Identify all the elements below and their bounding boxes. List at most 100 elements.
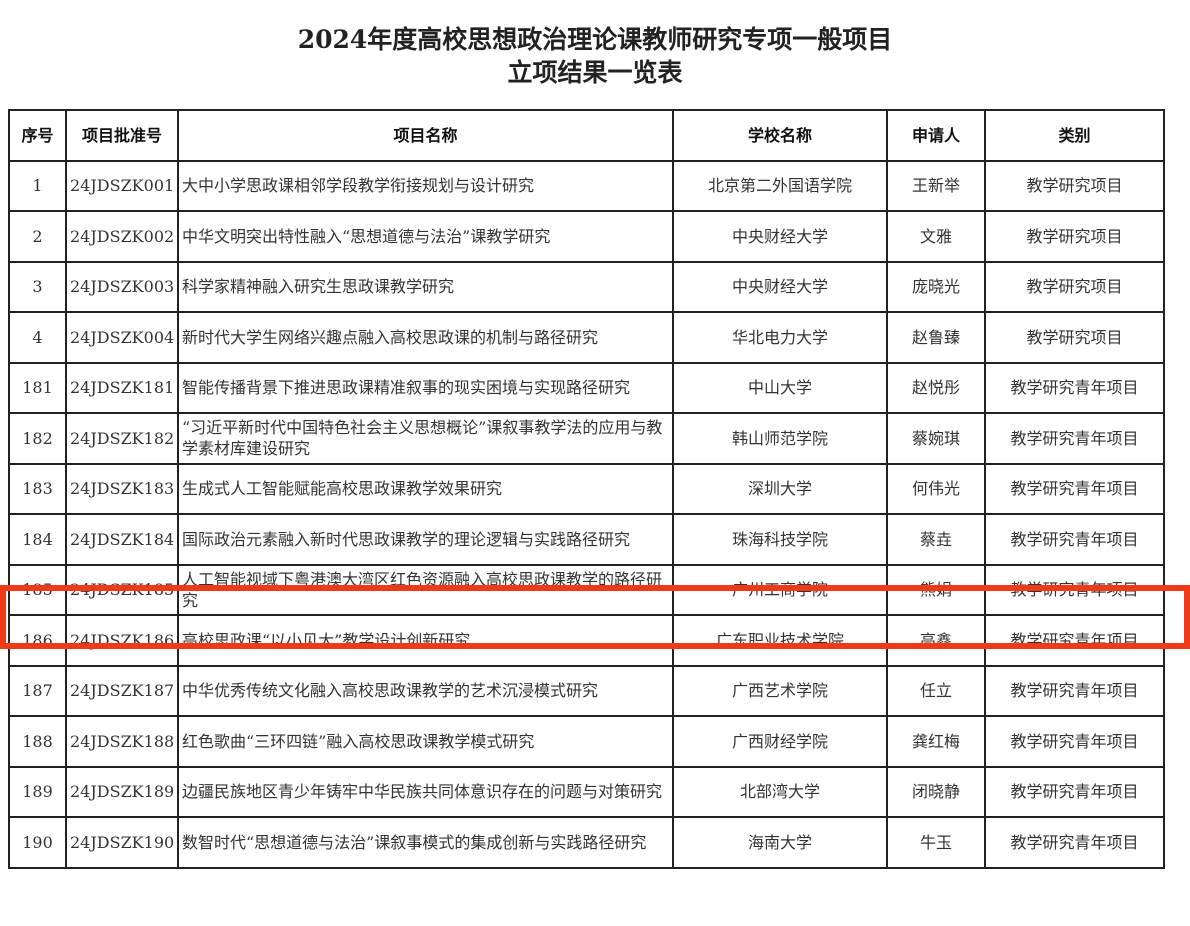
cell-serial: 181 [8,361,67,414]
cell-category: 教学研究项目 [984,159,1165,212]
table-header-row: 序号 项目批准号 项目名称 学校名称 申请人 类别 [8,109,1165,162]
table-row: 1 24JDSZK001 大中小学思政课相邻学段教学衔接规划与设计研究 北京第二外国语… [8,159,1165,212]
cell-category: 教学研究青年项目 [984,412,1165,465]
cell-approval-number: 24JDSZK190 [65,816,179,869]
cell-school-name: 北京第二外国语学院 [672,159,888,212]
table-row: 190 24JDSZK190 数智时代“思想道德与法治”课叙事模式的集成创新与实践路… [8,816,1165,869]
cell-project-name: 智能传播背景下推进思政课精准叙事的现实困境与实现路径研究 [177,361,674,414]
cell-applicant: 文雅 [886,210,986,263]
cell-project-name: 新时代大学生网络兴趣点融入高校思政课的机制与路径研究 [177,311,674,364]
table-row: 2 24JDSZK002 中华文明突出特性融入“思想道德与法治”课教学研究 中央财经大… [8,210,1165,263]
cell-approval-number: 24JDSZK188 [65,715,179,768]
cell-approval-number: 24JDSZK001 [65,159,179,212]
cell-school-name: 中山大学 [672,361,888,414]
cell-serial: 182 [8,412,67,465]
cell-serial: 185 [8,563,67,616]
cell-project-name: 科学家精神融入研究生思政课教学研究 [177,260,674,313]
table-row: 3 24JDSZK003 科学家精神融入研究生思政课教学研究 中央财经大学 庞晓光 教学研… [8,260,1165,313]
cell-applicant: 何伟光 [886,462,986,515]
cell-serial: 1 [8,159,67,212]
cell-category: 教学研究青年项目 [984,361,1165,414]
cell-approval-number: 24JDSZK183 [65,462,179,515]
document-title: 2024年度高校思想政治理论课教师研究专项一般项目 [297,25,893,54]
header-project-name: 项目名称 [177,109,674,162]
cell-school-name: 广东职业技术学院 [672,614,888,667]
cell-approval-number: 24JDSZK184 [65,513,179,566]
cell-approval-number: 24JDSZK189 [65,765,179,818]
cell-serial: 4 [8,311,67,364]
cell-serial: 189 [8,765,67,818]
cell-category: 教学研究青年项目 [984,664,1165,717]
cell-applicant: 赵鲁臻 [886,311,986,364]
cell-applicant: 蔡垚 [886,513,986,566]
table-row: 185 24JDSZK185 人工智能视域下粤港澳大湾区红色资源融入高校思政课教学的… [8,563,1165,616]
cell-applicant: 熊娟 [886,563,986,616]
document-subtitle: 立项结果一览表 [507,58,683,87]
table-row: 181 24JDSZK181 智能传播背景下推进思政课精准叙事的现实困境与实现路径研… [8,361,1165,414]
cell-project-name: 国际政治元素融入新时代思政课教学的理论逻辑与实践路径研究 [177,513,674,566]
cell-serial: 3 [8,260,67,313]
cell-applicant: 庞晓光 [886,260,986,313]
cell-category: 教学研究青年项目 [984,462,1165,515]
cell-serial: 187 [8,664,67,717]
cell-serial: 190 [8,816,67,869]
cell-approval-number: 24JDSZK185 [65,563,179,616]
table-row: 182 24JDSZK182 “习近平新时代中国特色社会主义思想概论”课叙事教学法的… [8,412,1165,465]
cell-project-name: 高校思政课“以小见大”教学设计创新研究 [177,614,674,667]
header-approval-number: 项目批准号 [65,109,179,162]
cell-school-name: 韩山师范学院 [672,412,888,465]
cell-school-name: 广州工商学院 [672,563,888,616]
results-table: 序号 项目批准号 项目名称 学校名称 申请人 类别 1 24JDSZK001 大中小… [8,109,1165,869]
cell-project-name: 大中小学思政课相邻学段教学衔接规划与设计研究 [177,159,674,212]
cell-applicant: 高鑫 [886,614,986,667]
cell-school-name: 广西艺术学院 [672,664,888,717]
cell-approval-number: 24JDSZK186 [65,614,179,667]
cell-category: 教学研究项目 [984,210,1165,263]
cell-serial: 184 [8,513,67,566]
cell-project-name: 数智时代“思想道德与法治”课叙事模式的集成创新与实践路径研究 [177,816,674,869]
cell-category: 教学研究项目 [984,260,1165,313]
cell-school-name: 海南大学 [672,816,888,869]
cell-applicant: 任立 [886,664,986,717]
cell-school-name: 广西财经学院 [672,715,888,768]
header-category: 类别 [984,109,1165,162]
cell-applicant: 龚红梅 [886,715,986,768]
cell-applicant: 蔡婉琪 [886,412,986,465]
cell-project-name: 红色歌曲“三环四链”融入高校思政课教学模式研究 [177,715,674,768]
cell-approval-number: 24JDSZK187 [65,664,179,717]
header-applicant: 申请人 [886,109,986,162]
cell-project-name: “习近平新时代中国特色社会主义思想概论”课叙事教学法的应用与教学素材库建设研究 [177,412,674,465]
cell-serial: 2 [8,210,67,263]
cell-category: 教学研究青年项目 [984,765,1165,818]
cell-project-name: 中华文明突出特性融入“思想道德与法治”课教学研究 [177,210,674,263]
cell-school-name: 华北电力大学 [672,311,888,364]
table-row: 189 24JDSZK189 边疆民族地区青少年铸牢中华民族共同体意识存在的问题与对… [8,765,1165,818]
header-school-name: 学校名称 [672,109,888,162]
table-row: 4 24JDSZK004 新时代大学生网络兴趣点融入高校思政课的机制与路径研究 华北电… [8,311,1165,364]
cell-project-name: 中华优秀传统文化融入高校思政课教学的艺术沉浸模式研究 [177,664,674,717]
cell-school-name: 深圳大学 [672,462,888,515]
table-row: 183 24JDSZK183 生成式人工智能赋能高校思政课教学效果研究 深圳大学 何伟光… [8,462,1165,515]
cell-serial: 183 [8,462,67,515]
cell-category: 教学研究青年项目 [984,563,1165,616]
cell-category: 教学研究青年项目 [984,715,1165,768]
cell-category: 教学研究青年项目 [984,513,1165,566]
cell-applicant: 闭晓静 [886,765,986,818]
cell-applicant: 赵悦彤 [886,361,986,414]
cell-serial: 186 [8,614,67,667]
cell-approval-number: 24JDSZK181 [65,361,179,414]
header-serial: 序号 [8,109,67,162]
cell-approval-number: 24JDSZK003 [65,260,179,313]
cell-applicant: 王新举 [886,159,986,212]
cell-approval-number: 24JDSZK004 [65,311,179,364]
table-row: 186 24JDSZK186 高校思政课“以小见大”教学设计创新研究 广东职业技术学院… [8,614,1165,667]
cell-category: 教学研究项目 [984,311,1165,364]
cell-school-name: 珠海科技学院 [672,513,888,566]
cell-serial: 188 [8,715,67,768]
cell-approval-number: 24JDSZK182 [65,412,179,465]
cell-applicant: 牛玉 [886,816,986,869]
cell-project-name: 边疆民族地区青少年铸牢中华民族共同体意识存在的问题与对策研究 [177,765,674,818]
cell-approval-number: 24JDSZK002 [65,210,179,263]
cell-project-name: 生成式人工智能赋能高校思政课教学效果研究 [177,462,674,515]
table-row: 184 24JDSZK184 国际政治元素融入新时代思政课教学的理论逻辑与实践路径研… [8,513,1165,566]
